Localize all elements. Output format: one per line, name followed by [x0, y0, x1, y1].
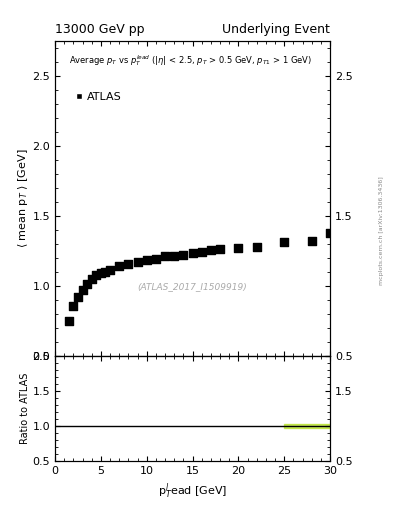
Point	[198, 247, 205, 255]
Text: Average $p_{T}$ vs $p_{T}^{lead}$ ($|\eta|$ < 2.5, $p_{T}$ > 0.5 GeV, $p_{T1}$ >: Average $p_{T}$ vs $p_{T}^{lead}$ ($|\et…	[69, 54, 312, 69]
Point	[102, 268, 108, 276]
Point	[162, 252, 168, 261]
Point	[98, 269, 104, 278]
Point	[153, 254, 159, 263]
Point	[75, 293, 81, 301]
Point	[327, 228, 333, 237]
Point	[134, 258, 141, 266]
Point	[171, 252, 177, 260]
Legend: ATLAS: ATLAS	[72, 88, 126, 106]
Point	[125, 260, 132, 268]
Point	[88, 275, 95, 283]
Point	[309, 237, 315, 245]
Point	[66, 317, 72, 325]
Y-axis label: Ratio to ATLAS: Ratio to ATLAS	[20, 373, 29, 444]
Text: mcplots.cern.ch [arXiv:1306.3436]: mcplots.cern.ch [arXiv:1306.3436]	[379, 176, 384, 285]
Text: Underlying Event: Underlying Event	[222, 23, 330, 36]
Text: 13000 GeV pp: 13000 GeV pp	[55, 23, 145, 36]
Y-axis label: ⟨ mean p$_{T}$ ⟩ [GeV]: ⟨ mean p$_{T}$ ⟩ [GeV]	[16, 148, 29, 248]
Point	[143, 256, 150, 264]
X-axis label: p$_{T}^{l}$ead [GeV]: p$_{T}^{l}$ead [GeV]	[158, 481, 227, 501]
Point	[281, 239, 287, 247]
Point	[208, 246, 214, 254]
Point	[79, 286, 86, 294]
Point	[84, 281, 90, 289]
Point	[107, 266, 113, 274]
Point	[217, 245, 223, 253]
Point	[93, 271, 99, 280]
Point	[253, 243, 260, 251]
Point	[235, 244, 242, 252]
Point	[116, 262, 122, 270]
Point	[180, 251, 187, 259]
Point	[189, 249, 196, 257]
Point	[70, 302, 77, 310]
Text: (ATLAS_2017_I1509919): (ATLAS_2017_I1509919)	[138, 282, 248, 291]
